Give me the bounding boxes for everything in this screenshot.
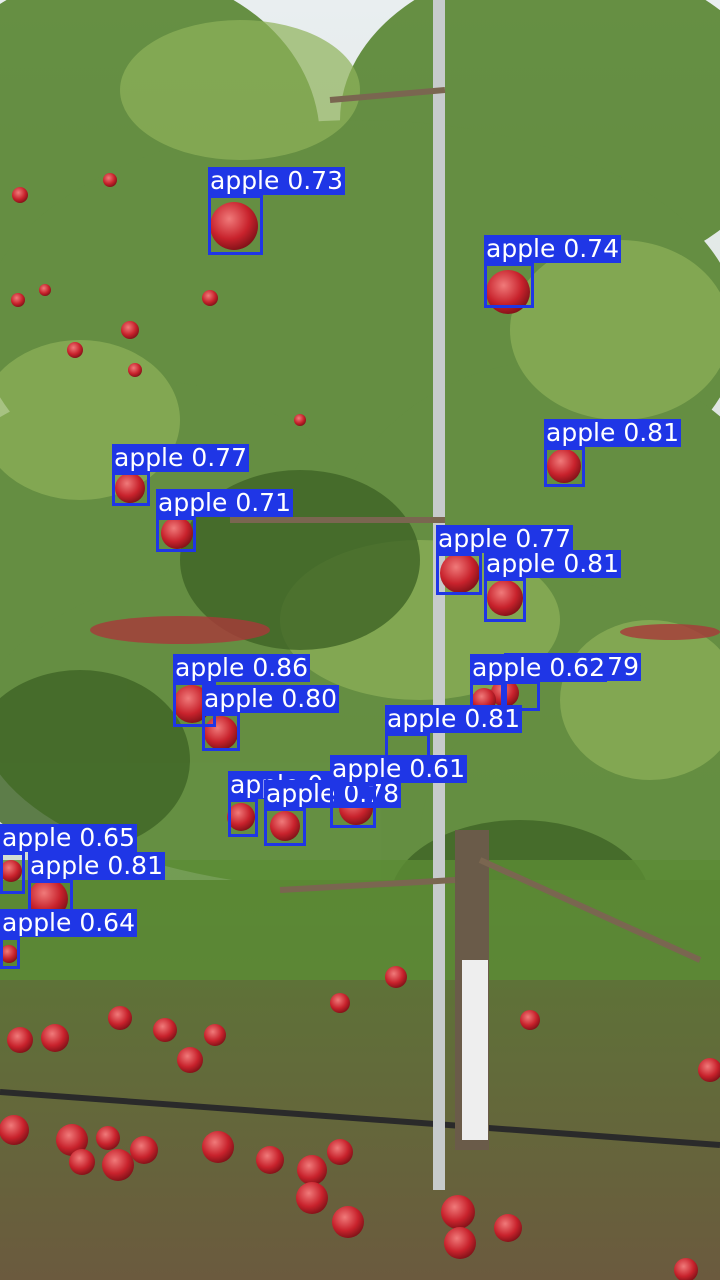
detection-label: apple 0.62 bbox=[470, 653, 607, 682]
bounding-box-frame bbox=[228, 799, 258, 837]
bounding-box-frame bbox=[202, 713, 240, 751]
detection-box: apple 0.78 bbox=[264, 780, 401, 846]
detection-label: apple 0.77 bbox=[436, 524, 573, 553]
bounding-box-frame bbox=[0, 937, 20, 969]
detection-box: apple 0.81 bbox=[28, 852, 165, 918]
detection-label: apple 0.65 bbox=[0, 823, 137, 852]
detection-label: apple 0.61 bbox=[330, 754, 467, 783]
detection-box: apple 0.76 bbox=[228, 771, 365, 837]
detection-box: apple 0.81 bbox=[544, 419, 681, 487]
detection-box: apple 0.64 bbox=[0, 909, 137, 969]
bounding-box-frame bbox=[544, 447, 585, 487]
bounding-box-frame bbox=[112, 472, 150, 506]
detection-box: apple 0.71 bbox=[156, 489, 293, 552]
detection-box: apple 0.77 bbox=[436, 525, 573, 595]
detection-box: apple 0.61 bbox=[330, 755, 467, 828]
detection-label: apple 0.73 bbox=[208, 166, 345, 195]
bounding-box-frame bbox=[156, 517, 196, 552]
bounding-box-frame bbox=[504, 681, 540, 711]
detection-label: apple 0.81 bbox=[385, 704, 522, 733]
bounding-box-frame bbox=[436, 553, 482, 595]
detection-box: apple 0.81 bbox=[484, 550, 621, 622]
detection-label: apple 0.81 bbox=[28, 851, 165, 880]
detection-box: apple 0.86 bbox=[173, 654, 310, 727]
detection-box: apple 0.80 bbox=[202, 685, 339, 751]
bounding-box-frame bbox=[484, 263, 534, 308]
detection-label: apple 0.71 bbox=[156, 488, 293, 517]
bounding-box-frame bbox=[208, 195, 263, 255]
detection-label: apple 0.74 bbox=[484, 234, 621, 263]
detection-label: apple 0.86 bbox=[173, 653, 310, 682]
detection-label: apple 0.81 bbox=[484, 549, 621, 578]
detection-label: apple 0.81 bbox=[544, 418, 681, 447]
detection-box: apple 0.73 bbox=[208, 167, 345, 255]
bounding-box-frame bbox=[264, 808, 306, 846]
detection-box: apple 0.65 bbox=[0, 824, 137, 894]
detection-box: apple 0.77 bbox=[112, 444, 249, 506]
detection-box: apple 0.62 bbox=[470, 654, 607, 712]
detection-label: apple 0.64 bbox=[0, 908, 137, 937]
detection-label: apple 0.77 bbox=[112, 443, 249, 472]
bounding-box-frame bbox=[0, 852, 25, 894]
bounding-box-frame bbox=[330, 783, 376, 828]
detection-box: apple 0.74 bbox=[484, 235, 621, 308]
bounding-box-frame bbox=[484, 578, 526, 622]
detection-label: apple 0.80 bbox=[202, 684, 339, 713]
